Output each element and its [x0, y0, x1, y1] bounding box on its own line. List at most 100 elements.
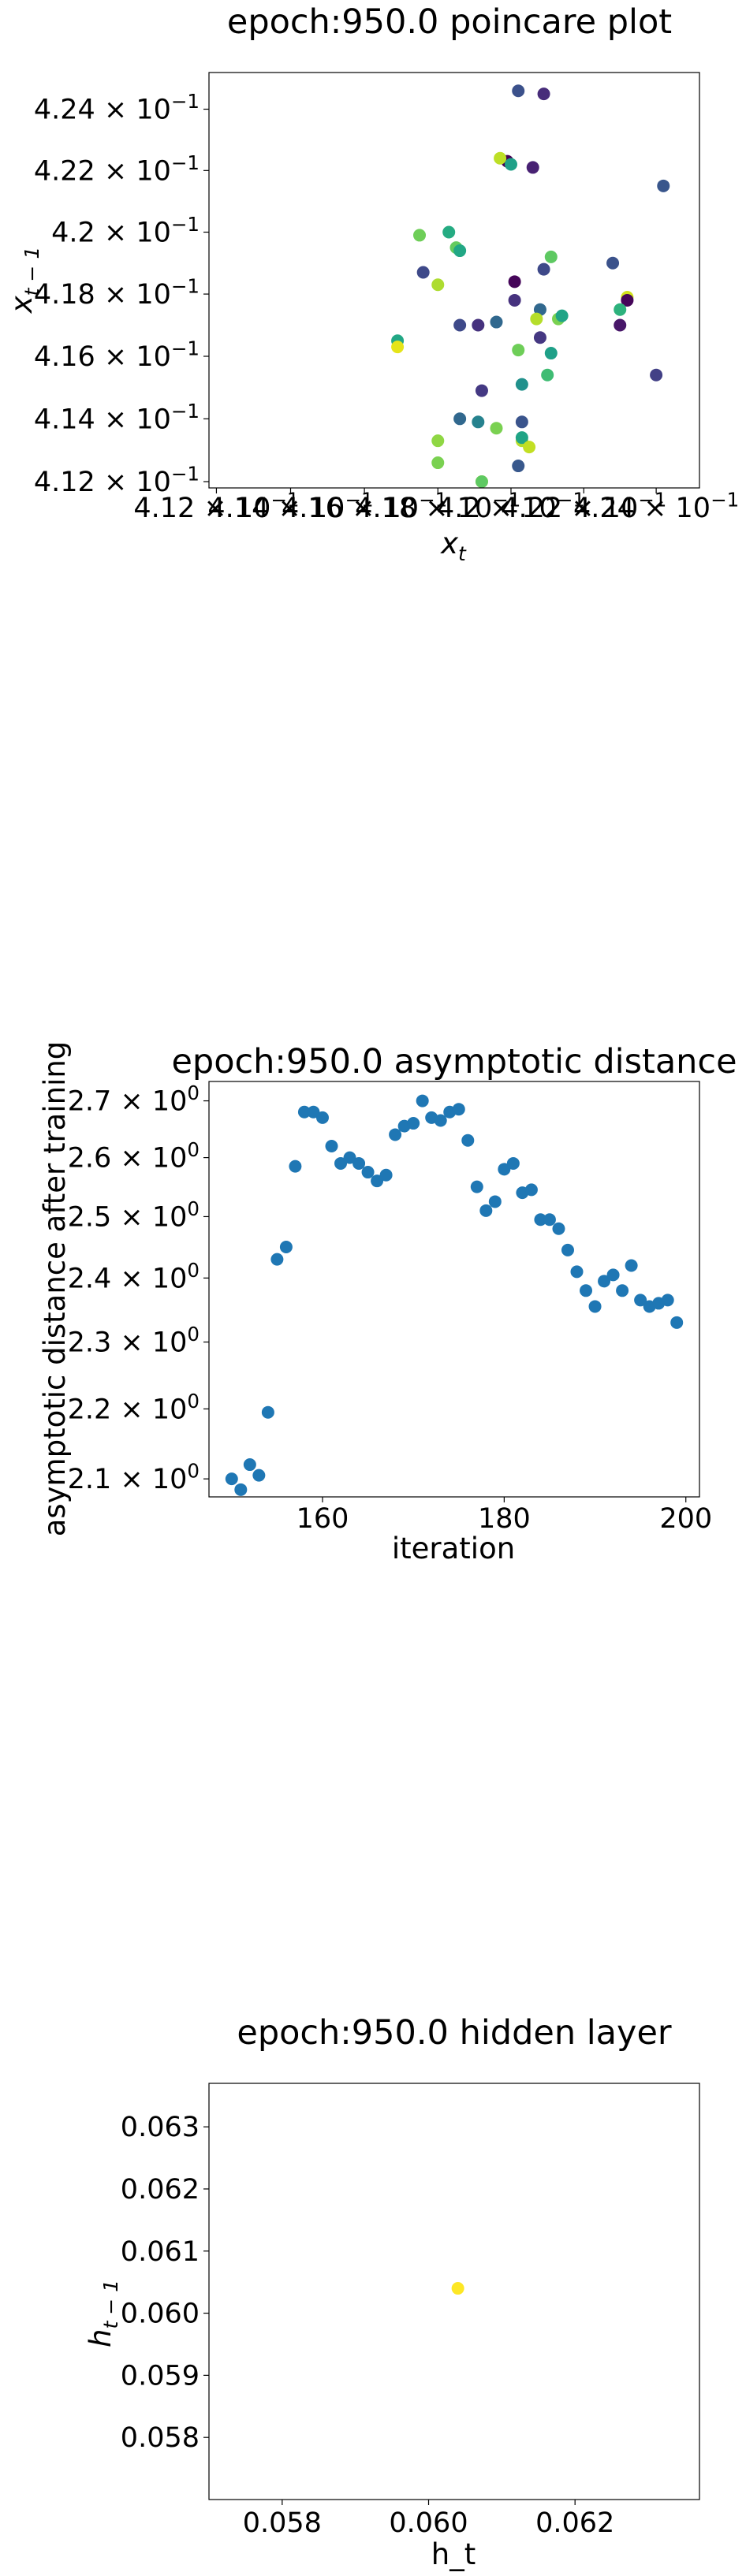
y-tick-label: 2.3 × 100	[68, 1323, 200, 1358]
poincare-point	[416, 266, 430, 279]
asymptotic-point	[552, 1222, 565, 1235]
y-tick-label: 2.5 × 100	[68, 1197, 200, 1233]
asymptotic-point	[325, 1139, 338, 1152]
y-tick-label: 4.14 × 10−1	[34, 400, 200, 435]
y-tick-label: 0.059	[121, 2360, 200, 2392]
poincare-point	[530, 312, 543, 326]
asymptotic-point	[543, 1213, 556, 1227]
poincare-point	[544, 347, 558, 360]
asymptotic-point	[625, 1259, 638, 1272]
x-tick-label: 180	[478, 1503, 531, 1535]
poincare-title: epoch:950.0 poincare plot	[227, 2, 672, 42]
asymptotic-point	[307, 1105, 320, 1119]
hidden-title: epoch:950.0 hidden layer	[237, 2013, 672, 2053]
poincare-point	[512, 460, 525, 473]
poincare-point	[533, 331, 546, 344]
x-tick-label: 4.14 × 10−1	[207, 489, 373, 524]
poincare-point	[606, 256, 620, 270]
x-tick-label: 0.060	[389, 2507, 468, 2539]
asymptotic-point	[289, 1160, 302, 1173]
asymptotic-point	[661, 1294, 674, 1307]
asymptotic-point	[407, 1117, 420, 1130]
asymptotic-point	[379, 1168, 393, 1182]
poincare-point	[555, 309, 569, 322]
asymptotic-point	[506, 1156, 520, 1170]
poincare-point	[431, 278, 445, 292]
poincare-point	[431, 434, 445, 448]
hidden-y-label: ht − 1	[84, 2280, 122, 2347]
asymptotic-point	[361, 1166, 375, 1179]
poincare-points	[391, 84, 670, 489]
asymptotic-point	[634, 1294, 647, 1307]
poincare-point	[650, 368, 663, 382]
asymptotic-x-ticks: 160 180 200	[297, 1497, 712, 1535]
poincare-x-label: xt	[440, 527, 467, 565]
y-tick-label: 2.2 × 100	[68, 1390, 200, 1425]
x-tick-label: 4.24 × 10−1	[573, 489, 739, 524]
poincare-point	[453, 412, 467, 426]
y-tick-label: 0.061	[121, 2236, 200, 2268]
poincare-point	[537, 87, 550, 101]
asymptotic-point	[279, 1240, 293, 1253]
y-tick-label: 2.7 × 100	[68, 1081, 200, 1117]
asymptotic-point	[498, 1163, 511, 1176]
poincare-point	[472, 415, 485, 429]
asymptotic-point	[434, 1114, 447, 1127]
poincare-point	[621, 293, 634, 307]
asymptotic-point	[352, 1156, 366, 1170]
poincare-point	[391, 341, 405, 354]
poincare-point	[515, 415, 528, 429]
asymptotic-point	[270, 1253, 284, 1266]
asymptotic-point	[470, 1180, 483, 1193]
poincare-point	[523, 441, 536, 454]
asymptotic-point	[461, 1134, 475, 1147]
y-tick-label: 4.24 × 10−1	[34, 90, 200, 125]
asymptotic-point	[389, 1128, 402, 1141]
poincare-point	[508, 275, 521, 288]
poincare-point	[537, 262, 550, 276]
poincare-point	[442, 225, 456, 239]
asymptotic-point	[524, 1183, 538, 1197]
hidden-y-ticks: 0.058 0.059 0.060 0.061 0.062 0.063	[121, 2112, 209, 2454]
y-tick-label: 0.063	[121, 2112, 200, 2143]
asymptotic-point	[416, 1094, 429, 1107]
asymptotic-point	[243, 1458, 256, 1472]
asymptotic-point	[580, 1284, 593, 1297]
poincare-point	[614, 303, 627, 316]
asymptotic-point	[452, 1103, 465, 1116]
poincare-y-label: xt − 1	[5, 247, 43, 314]
poincare-point	[515, 378, 528, 391]
asymptotic-point	[570, 1265, 584, 1279]
poincare-point	[453, 244, 467, 258]
poincare-point	[544, 250, 558, 263]
asymptotic-point	[334, 1156, 348, 1170]
hidden-point	[451, 2282, 464, 2295]
asymptotic-y-label: asymptotic distance after training	[38, 1041, 72, 1537]
x-tick-label: 4.2 × 10−1	[437, 489, 585, 524]
asymptotic-point	[343, 1151, 356, 1164]
asymptotic-point	[261, 1405, 274, 1419]
asymptotic-point	[488, 1195, 502, 1208]
hidden-points	[451, 2282, 464, 2295]
poincare-point	[512, 344, 525, 357]
asymptotic-point	[606, 1268, 620, 1282]
x-tick-label: 0.058	[243, 2507, 322, 2539]
asymptotic-point	[234, 1483, 248, 1496]
poincare-point	[431, 456, 445, 470]
poincare-point	[512, 84, 525, 98]
poincare-point	[490, 422, 503, 435]
asymptotic-axes-frame	[208, 1081, 700, 1498]
poincare-point	[453, 318, 467, 332]
hidden-axes-frame	[208, 2083, 700, 2500]
asymptotic-point	[297, 1105, 311, 1119]
asymptotic-point	[561, 1243, 574, 1256]
poincare-point	[472, 318, 485, 332]
poincare-point	[657, 179, 670, 192]
poincare-point	[490, 315, 503, 329]
poincare-y-ticks: 4.12 × 10−14.14 × 10−14.16 × 10−14.18 × …	[34, 90, 209, 498]
y-tick-label: 0.058	[121, 2422, 200, 2454]
poincare-x-ticks: 4.12 × 10−14.14 × 10−14.16 × 10−14.18 × …	[133, 488, 739, 524]
x-tick-label: 160	[297, 1503, 349, 1535]
asymptotic-point	[252, 1469, 266, 1482]
poincare-point	[541, 368, 554, 382]
